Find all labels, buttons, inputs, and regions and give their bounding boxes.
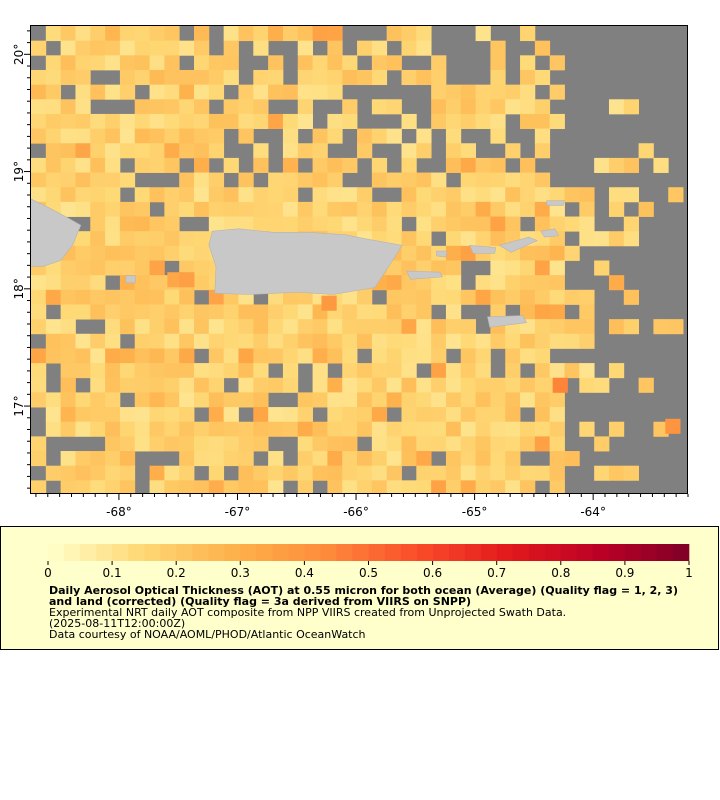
- vieques-land: [406, 270, 443, 280]
- aot-grid: [31, 26, 684, 493]
- legend-credit: Data courtesy of NOAA/AOML/PHOD/Atlantic…: [49, 628, 366, 641]
- map-panel: [30, 25, 688, 494]
- x-tick-label: -66°: [343, 505, 369, 519]
- x-tick-label: -64°: [580, 505, 606, 519]
- colorbar: 0 0.1 0.2 0.3 0.4 0.5 0.6 0.7 0.8 0.9 1: [44, 544, 693, 580]
- legend-title: Daily Aerosol Optical Thickness (AOT) at…: [49, 584, 678, 608]
- hispaniola-land: [31, 198, 82, 267]
- y-tick-label: 17°: [12, 395, 26, 416]
- x-tick-label: -67°: [225, 505, 251, 519]
- colorbar-ticks: [47, 561, 690, 565]
- colorbar-tick-label: 0.5: [359, 566, 378, 580]
- x-tick-label: -65°: [462, 505, 488, 519]
- y-tick-label: 18°: [12, 278, 26, 299]
- colorbar-tick-label: 0.6: [423, 566, 442, 580]
- st-croix-land: [487, 315, 528, 328]
- st-john-tortola-land: [498, 236, 538, 253]
- colorbar-tick-label: 0.2: [167, 566, 186, 580]
- legend-description: Experimental NRT daily AOT composite fro…: [49, 606, 567, 619]
- colorbar-tick-label: 0.1: [103, 566, 122, 580]
- aot-map: [31, 26, 687, 493]
- anegada-land: [546, 200, 565, 206]
- colorbar-tick-label: 0.4: [295, 566, 314, 580]
- y-tick-label: 19°: [12, 161, 26, 182]
- colorbar-segments: [48, 544, 690, 561]
- y-tick-label: 20°: [12, 44, 26, 65]
- land-masses: [31, 198, 565, 328]
- legend-panel: 0 0.1 0.2 0.3 0.4 0.5 0.6 0.7 0.8 0.9 1 Daily Aero…: [0, 526, 719, 650]
- puerto-rico-land: [208, 228, 403, 295]
- legend-text: Daily Aerosol Optical Thickness (AOT) at…: [49, 585, 689, 640]
- colorbar-tick-label: 1: [685, 566, 693, 580]
- virgin-gorda-land: [540, 228, 560, 238]
- colorbar-tick-label: 0.3: [231, 566, 250, 580]
- colorbar-tick-label: 0: [44, 566, 52, 580]
- colorbar-tick-label: 0.7: [487, 566, 506, 580]
- colorbar-tick-label: 0.9: [615, 566, 634, 580]
- colorbar-tick-label: 0.8: [551, 566, 570, 580]
- st-thomas-land: [469, 244, 497, 254]
- map-axes: -68° -67° -66° -65° -64° 20° 19° 18° 17°: [12, 30, 689, 519]
- legend-date: (2025-08-11T12:00:00Z): [49, 617, 186, 630]
- culebra-land: [436, 250, 448, 258]
- mona-island-land: [125, 275, 136, 284]
- axis-ticks: [24, 30, 689, 500]
- x-tick-label: -68°: [106, 505, 132, 519]
